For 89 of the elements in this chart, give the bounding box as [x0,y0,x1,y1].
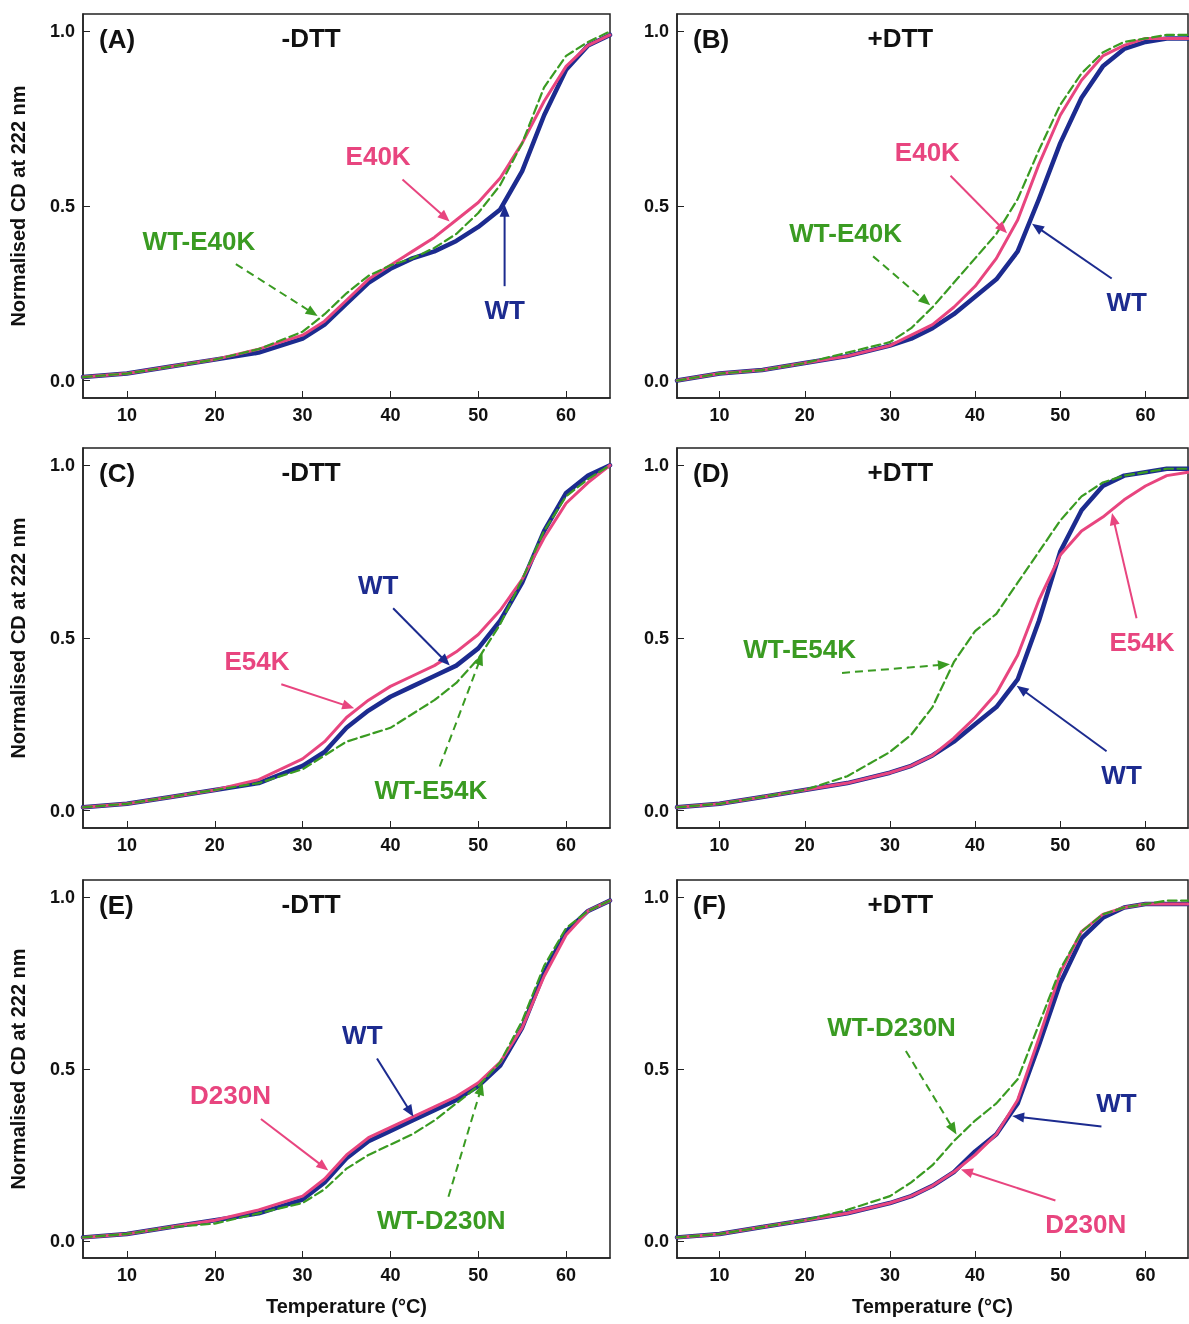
annotation: (D) [693,458,730,488]
x-tick-label: 60 [556,405,577,425]
x-tick-label: 10 [116,835,137,855]
x-tick-label: 40 [380,835,401,855]
x-tick-label: 30 [879,835,900,855]
y-tick-label: 0.0 [643,1230,669,1251]
x-tick-label: 10 [116,1265,137,1285]
text: WT [342,1019,383,1051]
y-axis-title: Normalised CD at 222 nm [7,85,29,327]
x-tick-label: 30 [879,405,900,425]
y-axis-title: Normalised CD at 222 nm [7,948,29,1190]
text: WT-D230N [827,1011,956,1043]
chart-title: +DTT [867,23,934,53]
x-tick-label: 10 [709,835,730,855]
x-tick-label: 60 [1135,405,1156,425]
text: E54K [224,645,290,677]
chart-title: +DTT [867,457,934,487]
x-tick-label: 50 [468,405,489,425]
annotation: (E) [99,890,134,920]
text: WT-E54K [743,633,856,665]
y-tick-label: 1.0 [643,21,669,42]
x-tick-label: 10 [709,1265,730,1285]
text: WT-E40K [142,225,256,257]
y-tick-label: 0.5 [49,628,75,648]
annotation: (C) [99,458,136,488]
x-tick-label: 40 [965,835,986,855]
x-tick-label: 30 [292,835,313,855]
text: E40K [345,140,411,172]
x-tick-label: 30 [292,1265,313,1285]
chart-title: +DTT [867,889,934,919]
x-tick-label: 30 [879,1265,900,1285]
x-tick-label: 40 [380,1265,401,1285]
series-label: WT-E54K [374,774,488,806]
annotation: (B) [693,24,730,54]
text: WT [1106,286,1147,318]
x-tick-label: 60 [1135,835,1156,855]
x-tick-label: 50 [468,835,489,855]
x-tick-label: 20 [204,1265,225,1285]
x-tick-label: 20 [794,405,815,425]
chart-title: -DTT [281,889,341,919]
y-tick-label: 0.0 [643,370,669,391]
y-tick-label: 0.0 [49,800,75,821]
x-axis-title: Temperature (°C) [266,1295,427,1317]
text: WT [357,569,399,601]
y-tick-label: 0.0 [49,1230,75,1251]
annotation: (A) [99,24,136,54]
y-tick-label: 0.5 [643,196,669,216]
y-axis-title: Normalised CD at 222 nm [7,517,29,759]
series-label: WT-D230N [377,1204,506,1236]
text: WT [1101,759,1142,791]
x-tick-label: 60 [556,1265,577,1285]
chart-title: -DTT [281,457,341,487]
y-tick-label: 1.0 [49,455,75,476]
x-tick-label: 40 [965,1265,986,1285]
y-tick-label: 1.0 [643,887,669,908]
annotation: (F) [693,890,727,920]
x-tick-label: 10 [116,405,137,425]
text: E40K [894,136,960,168]
x-tick-label: 20 [204,405,225,425]
x-tick-label: 60 [556,835,577,855]
x-axis-title: Temperature (°C) [852,1295,1013,1317]
x-tick-label: 30 [292,405,313,425]
x-tick-label: 50 [468,1265,489,1285]
y-tick-label: 1.0 [643,455,669,476]
y-tick-label: 0.5 [643,1059,669,1079]
x-tick-label: 50 [1050,835,1071,855]
text: D230N [1045,1208,1127,1240]
x-tick-label: 40 [965,405,986,425]
x-tick-label: 60 [1135,1265,1156,1285]
x-tick-label: 20 [794,835,815,855]
text: WT-E40K [789,217,902,249]
y-tick-label: 1.0 [49,887,75,908]
chart-title: -DTT [281,23,341,53]
text: E54K [1109,626,1175,658]
text: D230N [190,1079,272,1111]
x-tick-label: 20 [204,835,225,855]
text: WT [484,294,525,326]
y-tick-label: 0.0 [49,370,75,391]
x-tick-label: 40 [380,405,401,425]
y-tick-label: 0.5 [49,1059,75,1079]
text: WT [1096,1087,1137,1119]
x-tick-label: 10 [709,405,730,425]
y-tick-label: 0.0 [643,800,669,821]
y-tick-label: 1.0 [49,21,75,42]
x-tick-label: 50 [1050,1265,1071,1285]
x-tick-label: 50 [1050,405,1071,425]
x-tick-label: 20 [794,1265,815,1285]
y-tick-label: 0.5 [643,628,669,648]
y-tick-label: 0.5 [49,196,75,216]
